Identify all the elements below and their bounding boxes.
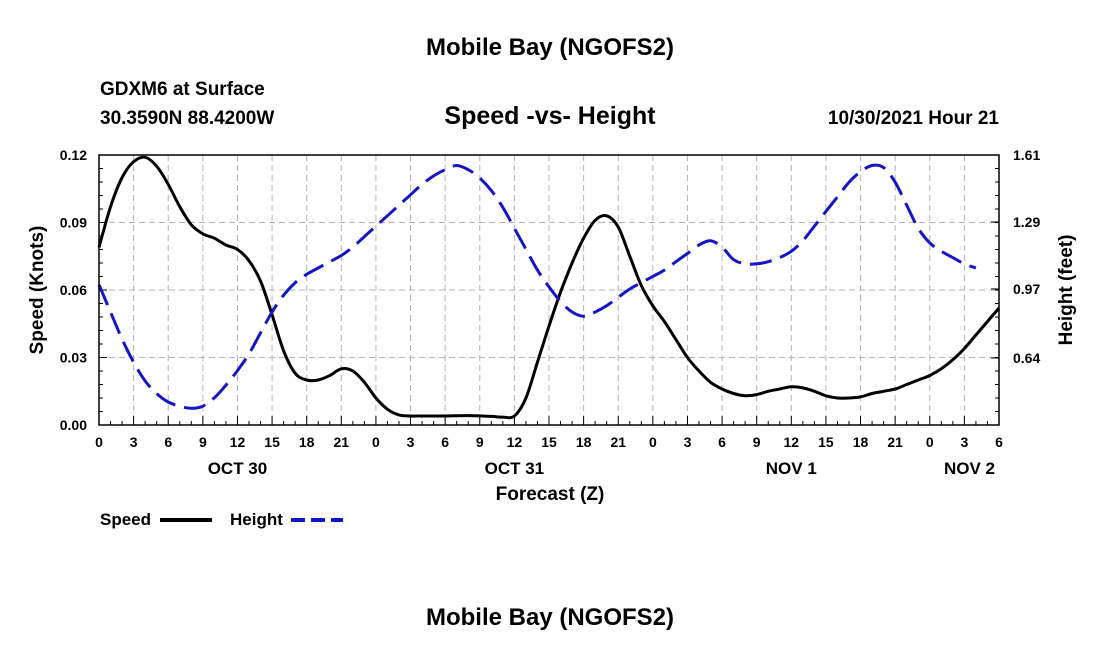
x-tick-label: 21 <box>334 434 350 450</box>
y-left-tick-label: 0.00 <box>60 417 87 433</box>
series-line-speed <box>97 155 1001 420</box>
x-tick-label: 0 <box>649 434 657 450</box>
x-tick-label: 18 <box>299 434 315 450</box>
plot-frame <box>98 154 1000 426</box>
x-tick-label: 12 <box>230 434 246 450</box>
x-tick-label: 6 <box>164 434 172 450</box>
legend-label-height: Height <box>230 510 283 529</box>
x-tick-label: 21 <box>887 434 903 450</box>
x-tick-label: 3 <box>684 434 692 450</box>
x-axis-title: Forecast (Z) <box>496 484 605 505</box>
date-label: NOV 2 <box>944 459 995 478</box>
legend: Speed Height <box>100 510 343 529</box>
datetime-label: 10/30/2021 Hour 21 <box>828 108 1000 129</box>
x-tick-label: 3 <box>130 434 138 450</box>
y-right-tick-label: 0.97 <box>1013 281 1040 297</box>
x-axis-date-labels: OCT 30 OCT 31 NOV 1 NOV 2 <box>208 459 995 478</box>
series-line-height <box>97 163 977 410</box>
x-tick-label: 0 <box>372 434 380 450</box>
series-lines <box>97 155 1001 420</box>
date-label: OCT 30 <box>208 459 268 478</box>
x-tick-label: 18 <box>853 434 869 450</box>
x-tick-label: 15 <box>541 434 557 450</box>
x-tick-label: 6 <box>441 434 449 450</box>
x-tick-label: 21 <box>610 434 626 450</box>
y-axis-left-tick-labels: 0.00 0.03 0.06 0.09 0.12 <box>60 147 87 433</box>
date-label: NOV 1 <box>766 459 817 478</box>
y-right-tick-label: 0.64 <box>1013 350 1040 366</box>
y-left-tick-label: 0.12 <box>60 147 87 163</box>
x-tick-label: 12 <box>784 434 800 450</box>
y-right-tick-label: 1.29 <box>1013 214 1040 230</box>
x-tick-label: 15 <box>818 434 834 450</box>
legend-label-speed: Speed <box>100 510 151 529</box>
x-tick-label: 9 <box>476 434 484 450</box>
y-left-tick-label: 0.03 <box>60 350 87 366</box>
x-tick-label: 0 <box>95 434 103 450</box>
y-axis-left-title: Speed (Knots) <box>27 226 48 355</box>
x-tick-label: 9 <box>753 434 761 450</box>
grid-lines <box>99 154 999 425</box>
x-tick-label: 0 <box>926 434 934 450</box>
x-tick-label: 6 <box>995 434 1003 450</box>
x-tick-label: 12 <box>507 434 523 450</box>
x-tick-label: 3 <box>407 434 415 450</box>
chart-subtitle: Speed -vs- Height <box>444 102 656 130</box>
x-axis-tick-labels: 0 3 6 9 12 15 18 21 0 3 6 9 12 15 18 21 0 3 6 9 12 15 18 21 0 3 6 <box>95 434 1003 450</box>
x-tick-label: 3 <box>960 434 968 450</box>
coords-label: 30.3590N 88.4200W <box>100 108 274 129</box>
station-label: GDXM6 at Surface <box>100 79 265 100</box>
x-tick-label: 18 <box>576 434 592 450</box>
y-axis-right-tick-labels: 0.64 0.97 1.29 1.61 <box>1013 147 1040 366</box>
footer-title: Mobile Bay (NGOFS2) <box>426 604 674 631</box>
x-tick-label: 9 <box>199 434 207 450</box>
x-tick-label: 6 <box>718 434 726 450</box>
date-label: OCT 31 <box>485 459 545 478</box>
x-tick-label: 15 <box>264 434 280 450</box>
y-right-tick-label: 1.61 <box>1013 147 1040 163</box>
y-axis-right-title: Height (feet) <box>1056 235 1077 346</box>
y-left-tick-label: 0.06 <box>60 282 87 298</box>
chart-title: Mobile Bay (NGOFS2) <box>426 34 674 61</box>
y-left-tick-label: 0.09 <box>60 215 87 231</box>
